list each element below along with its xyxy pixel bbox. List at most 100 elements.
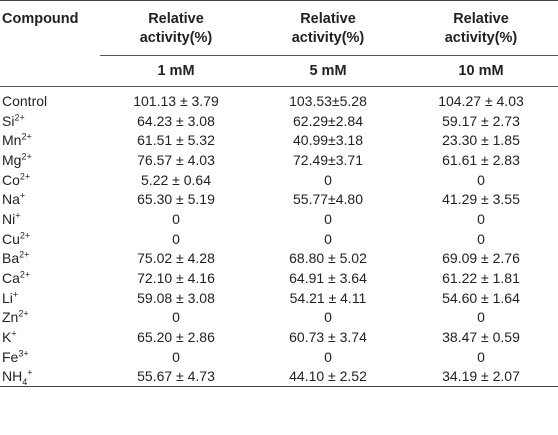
activity-value-5mm: 54.21 ± 4.11	[289, 289, 367, 306]
compound-symbol: Mg	[2, 151, 22, 168]
activity-value-5mm: 0	[324, 230, 332, 247]
table-row: Li+ 59.08 ± 3.08 54.21 ± 4.11 54.60 ± 1.64	[0, 288, 558, 308]
activity-value-5mm: 0	[324, 210, 332, 227]
activity-value-1mm: 101.13 ± 3.79	[133, 92, 219, 109]
compound-charge: 2+	[14, 111, 25, 122]
header-relative-activity-2: Relative activity(%)	[252, 0, 404, 56]
activity-value-10mm: 38.47 ± 0.59	[442, 329, 520, 346]
activity-value-10mm: 61.22 ± 1.81	[442, 270, 520, 287]
activity-value-1mm: 0	[172, 309, 180, 326]
header-conc-5mm: 5 mM	[252, 55, 404, 87]
header-conc-10mm: 10 mM	[404, 55, 558, 87]
activity-value-5mm: 72.49±3.71	[293, 151, 363, 168]
compound-symbol: Ca	[2, 270, 20, 287]
activity-value-1mm: 59.08 ± 3.08	[137, 289, 215, 306]
activity-value-10mm: 59.17 ± 2.73	[442, 112, 520, 129]
compound-charge: 2+	[19, 249, 30, 260]
compound-charge: +	[27, 367, 33, 378]
compound-symbol: Li	[2, 289, 13, 306]
compound-symbol: K	[2, 329, 12, 346]
activity-value-5mm: 68.80 ± 5.02	[289, 250, 367, 267]
compound-name: K+	[0, 327, 100, 347]
activity-value-10mm: 0	[477, 171, 485, 188]
compound-name: Ca2+	[0, 268, 100, 288]
table-row: Fe3+ 0 0 0	[0, 347, 558, 367]
compound-symbol: Si	[2, 112, 15, 129]
compound-charge: 2+	[19, 170, 31, 181]
activity-value-1mm: 72.10 ± 4.16	[137, 270, 215, 287]
header-relative-label: Relative	[300, 11, 356, 27]
table-row: Si2+ 64.23 ± 3.08 62.29±2.84 59.17 ± 2.73	[0, 111, 558, 131]
header-compound: Compound	[0, 0, 100, 56]
table-row: Mn2+ 61.51 ± 5.32 40.99±3.18 23.30 ± 1.85	[0, 130, 558, 150]
header-relative-label: Relative	[453, 11, 509, 27]
activity-value-1mm: 0	[172, 348, 180, 365]
activity-value-5mm: 0	[324, 309, 332, 326]
table-row: Ba2+ 75.02 ± 4.28 68.80 ± 5.02 69.09 ± 2.76	[0, 249, 558, 269]
compound-charge: +	[11, 328, 17, 339]
compound-charge: 2+	[21, 151, 32, 162]
activity-value-5mm: 0	[324, 348, 332, 365]
table-row: Zn2+ 0 0 0	[0, 308, 558, 328]
activity-value-10mm: 69.09 ± 2.76	[442, 250, 520, 267]
compound-symbol: Na	[2, 191, 20, 208]
activity-value-10mm: 0	[477, 309, 485, 326]
header-activity-label: activity(%)	[291, 30, 365, 46]
activity-value-5mm: 64.91 ± 3.64	[289, 270, 367, 287]
compound-name: Co2+	[0, 170, 100, 190]
table-row: NH4+ 55.67 ± 4.73 44.10 ± 2.52 34.19 ± 2.07	[0, 366, 558, 388]
compound-name: Ba2+	[0, 249, 100, 269]
activity-value-1mm: 76.57 ± 4.03	[137, 151, 215, 168]
compound-name: Cu2+	[0, 229, 100, 249]
compound-charge: +	[12, 289, 19, 300]
compound-name: Control	[0, 87, 100, 111]
compound-symbol: Control	[2, 92, 48, 109]
compound-symbol: Mn	[2, 132, 22, 149]
compound-symbol: Ba	[2, 250, 20, 267]
compound-name: Zn2+	[0, 308, 100, 328]
compound-charge: +	[15, 210, 21, 221]
header-relative-activity-3: Relative activity(%)	[404, 0, 558, 56]
activity-value-5mm: 62.29±2.84	[293, 112, 363, 129]
table-row: Co2+ 5.22 ± 0.64 0 0	[0, 170, 558, 190]
activity-value-10mm: 0	[477, 210, 485, 227]
compound-name: Fe3+	[0, 347, 100, 367]
compound-charge: 2+	[18, 308, 29, 319]
compound-name: Ni+	[0, 209, 100, 229]
activity-value-5mm: 55.77±4.80	[293, 191, 363, 208]
compound-name: Mg2+	[0, 150, 100, 170]
compound-subscript: 4	[22, 377, 28, 388]
table-row: K+ 65.20 ± 2.86 60.73 ± 3.74 38.47 ± 0.59	[0, 327, 558, 347]
activity-value-1mm: 65.30 ± 5.19	[137, 191, 215, 208]
table-header: Compound Relative activity(%) Relative act…	[0, 0, 558, 87]
compound-name: Mn2+	[0, 130, 100, 150]
activity-value-1mm: 65.20 ± 2.86	[137, 329, 215, 346]
compound-symbol: Ni	[2, 210, 16, 227]
activity-value-1mm: 61.51 ± 5.32	[137, 132, 215, 149]
activity-value-1mm: 0	[172, 230, 180, 247]
compound-symbol: Zn	[2, 309, 19, 326]
activity-value-5mm: 103.53±5.28	[289, 92, 367, 109]
activity-value-1mm: 0	[172, 210, 180, 227]
activity-value-1mm: 64.23 ± 3.08	[137, 112, 215, 129]
activity-value-10mm: 0	[477, 230, 485, 247]
header-relative-label: Relative	[148, 11, 204, 27]
compound-name: NH4+	[0, 366, 100, 388]
table-row: Na+ 65.30 ± 5.19 55.77±4.80 41.29 ± 3.55	[0, 189, 558, 209]
compound-charge: 2+	[21, 131, 32, 142]
table-row: Ni+ 0 0 0	[0, 209, 558, 229]
activity-value-1mm: 5.22 ± 0.64	[141, 171, 211, 188]
activity-value-10mm: 23.30 ± 1.85	[442, 132, 520, 149]
activity-value-10mm: 34.19 ± 2.07	[404, 366, 558, 388]
table-row: Control 101.13 ± 3.79 103.53±5.28 104.27 ± …	[0, 87, 558, 111]
compound-symbol: Co	[2, 171, 20, 188]
compound-charge: +	[19, 190, 26, 201]
activity-value-10mm: 54.60 ± 1.64	[442, 289, 520, 306]
compound-charge: 2+	[19, 269, 31, 280]
table-row: Mg2+ 76.57 ± 4.03 72.49±3.71 61.61 ± 2.83	[0, 150, 558, 170]
table-row: Cu2+ 0 0 0	[0, 229, 558, 249]
compound-name: Na+	[0, 189, 100, 209]
compound-charge: 3+	[18, 348, 29, 359]
compound-symbol: NH	[2, 368, 23, 385]
activity-value-1mm: 75.02 ± 4.28	[137, 250, 215, 267]
